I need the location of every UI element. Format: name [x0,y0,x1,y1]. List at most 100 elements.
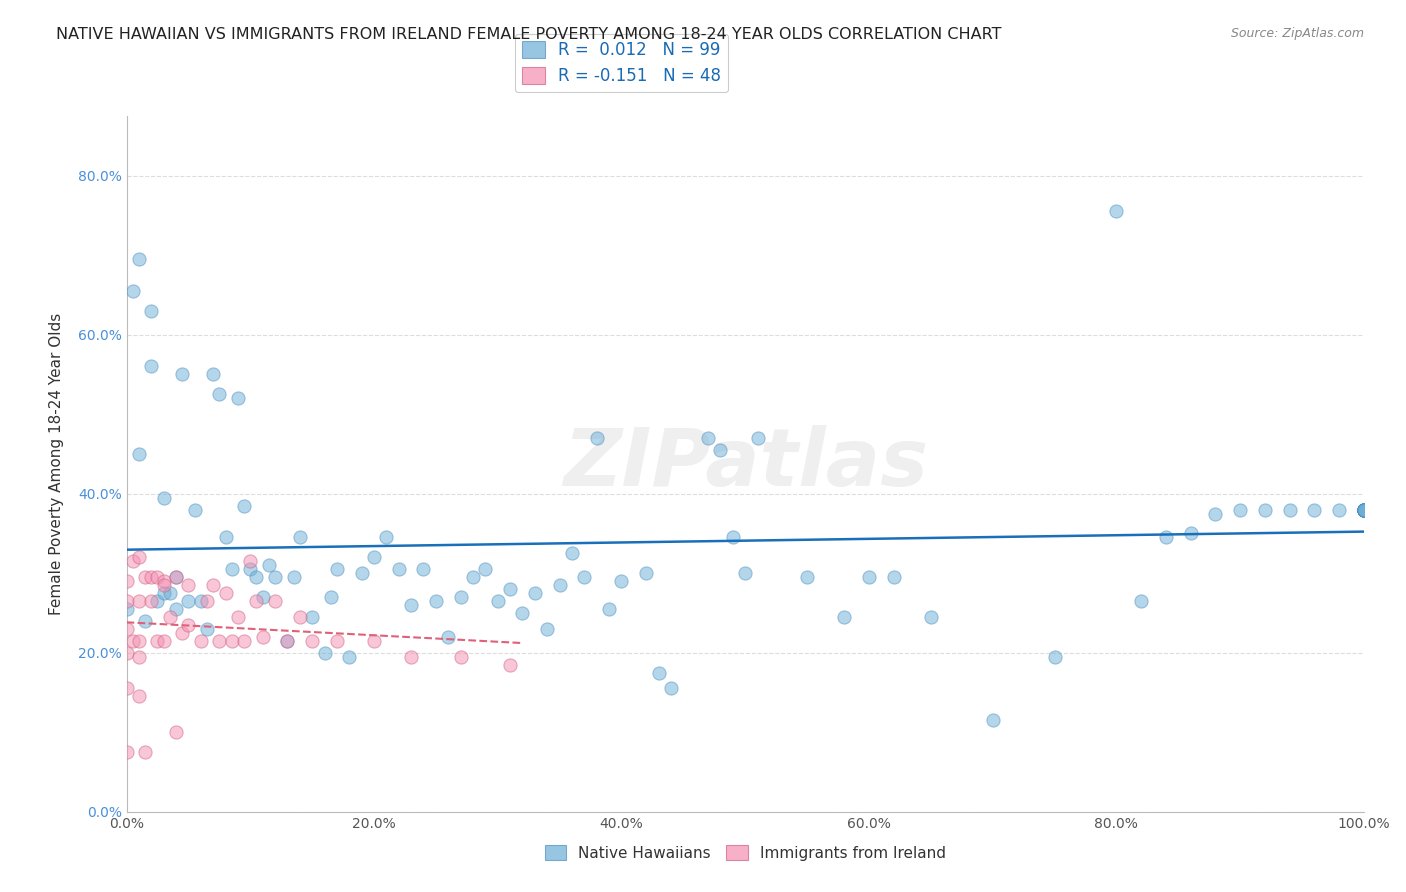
Point [165,570,187,584]
Point [128,447,150,461]
Point [461,570,484,584]
Point [115,602,138,616]
Point [314,646,336,660]
Point [832,610,855,624]
Point [221,633,243,648]
Point [128,633,150,648]
Point [1204,507,1226,521]
Point [177,618,200,632]
Point [128,690,150,704]
Point [425,594,447,608]
Point [264,570,287,584]
Point [288,610,311,624]
Point [697,431,720,445]
Point [375,530,398,544]
Point [141,594,163,608]
Point [981,713,1004,727]
Point [146,594,169,608]
Point [177,594,200,608]
Point [121,633,143,648]
Point [486,594,509,608]
Point [450,590,472,604]
Point [450,649,472,664]
Point [214,530,236,544]
Point [1353,502,1375,516]
Point [1353,502,1375,516]
Point [208,387,231,401]
Point [257,558,280,573]
Point [183,502,205,516]
Point [252,590,274,604]
Point [920,610,942,624]
Point [152,491,174,505]
Point [115,745,138,759]
Point [1353,502,1375,516]
Point [1130,594,1153,608]
Point [337,649,360,664]
Point [172,368,194,382]
Point [134,570,156,584]
Point [319,590,342,604]
Point [202,578,225,592]
Point [195,594,218,608]
Y-axis label: Female Poverty Among 18-24 Year Olds: Female Poverty Among 18-24 Year Olds [49,313,63,615]
Point [245,570,267,584]
Point [548,578,571,592]
Point [796,570,818,584]
Point [115,574,138,588]
Point [523,586,546,600]
Point [121,554,143,568]
Point [152,586,174,600]
Point [208,633,231,648]
Point [1105,204,1128,219]
Point [190,594,212,608]
Point [221,562,243,576]
Point [1353,502,1375,516]
Point [159,610,181,624]
Point [610,574,633,588]
Point [134,745,156,759]
Point [399,649,422,664]
Point [128,594,150,608]
Point [288,530,311,544]
Point [326,633,349,648]
Point [146,633,169,648]
Point [165,570,187,584]
Point [574,570,596,584]
Point [301,610,323,624]
Point [721,530,744,544]
Point [245,594,267,608]
Point [1353,502,1375,516]
Point [388,562,411,576]
Point [165,725,187,739]
Point [734,566,756,581]
Point [1254,502,1277,516]
Text: ZIPatlas: ZIPatlas [562,425,928,503]
Point [283,570,305,584]
Point [115,681,138,696]
Point [233,499,256,513]
Point [474,562,496,576]
Point [709,442,731,457]
Point [301,633,323,648]
Point [363,633,385,648]
Text: Source: ZipAtlas.com: Source: ZipAtlas.com [1230,27,1364,40]
Point [134,614,156,628]
Point [214,586,236,600]
Point [233,633,256,648]
Point [1353,502,1375,516]
Point [115,622,138,636]
Point [363,550,385,565]
Point [659,681,682,696]
Point [350,566,373,581]
Point [128,252,150,266]
Point [1353,502,1375,516]
Point [1303,502,1326,516]
Point [252,630,274,644]
Point [239,562,262,576]
Point [226,391,249,405]
Point [115,594,138,608]
Point [202,368,225,382]
Point [647,665,669,680]
Point [276,633,298,648]
